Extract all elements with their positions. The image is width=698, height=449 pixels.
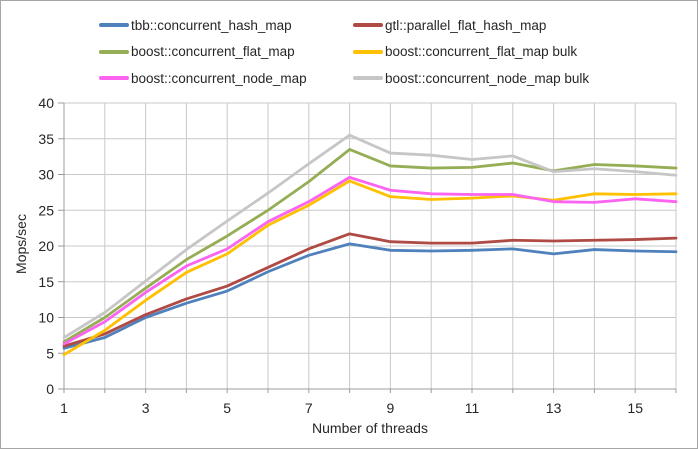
series-line-1	[62, 232, 678, 348]
y-tick-label: 10	[38, 310, 54, 326]
legend-item-2: boost::concurrent_flat_map	[99, 39, 353, 66]
legend-item-3: boost::concurrent_flat_map bulk	[353, 39, 589, 66]
series-line-2	[62, 148, 678, 344]
legend-swatch-5	[353, 76, 383, 81]
legend-swatch-4	[99, 76, 129, 81]
series-line-5	[62, 133, 678, 339]
x-tick-label: 5	[223, 400, 231, 416]
x-tick-label: 11	[465, 400, 480, 416]
x-tick-label: 15	[627, 400, 643, 416]
series-line-0	[62, 242, 678, 350]
x-tick-label: 13	[546, 400, 562, 416]
y-axis-title: Mops/sec	[13, 214, 29, 274]
y-tick-label: 15	[38, 274, 54, 290]
legend-item-4: boost::concurrent_node_map	[99, 65, 353, 92]
legend-label-2: boost::concurrent_flat_map	[131, 44, 295, 59]
legend-item-0: tbb::concurrent_hash_map	[99, 12, 353, 39]
y-tick-label: 35	[38, 131, 54, 147]
legend-swatch-2	[99, 49, 129, 54]
series-line-3	[62, 179, 678, 357]
y-tick-label: 40	[38, 95, 54, 111]
legend-label-5: boost::concurrent_node_map bulk	[385, 70, 590, 86]
legend-swatch-1	[353, 23, 383, 28]
legend-label-0: tbb::concurrent_hash_map	[131, 17, 292, 33]
legend-item-5: boost::concurrent_node_map bulk	[353, 65, 589, 92]
x-tick-label: 3	[142, 400, 150, 416]
legend-label-3: boost::concurrent_flat_map bulk	[385, 44, 578, 59]
y-tick-label: 25	[38, 202, 54, 218]
x-axis-title: Number of threads	[312, 420, 428, 436]
legend-swatch-3	[353, 49, 383, 54]
chart-legend: tbb::concurrent_hash_map gtl::parallel_fl…	[99, 12, 589, 92]
x-tick-label: 1	[60, 400, 68, 416]
legend-label-1: gtl::parallel_flat_hash_map	[385, 17, 547, 33]
y-tick-label: 20	[38, 238, 54, 254]
x-tick-label: 7	[305, 400, 313, 416]
legend-item-1: gtl::parallel_flat_hash_map	[353, 12, 589, 39]
series-line-4	[62, 175, 678, 346]
x-tick-label: 9	[387, 400, 395, 416]
y-tick-label: 0	[46, 381, 54, 397]
y-tick-label: 30	[38, 167, 54, 183]
legend-label-4: boost::concurrent_node_map	[131, 70, 307, 86]
y-tick-label: 5	[46, 345, 54, 361]
legend-swatch-0	[99, 23, 129, 28]
